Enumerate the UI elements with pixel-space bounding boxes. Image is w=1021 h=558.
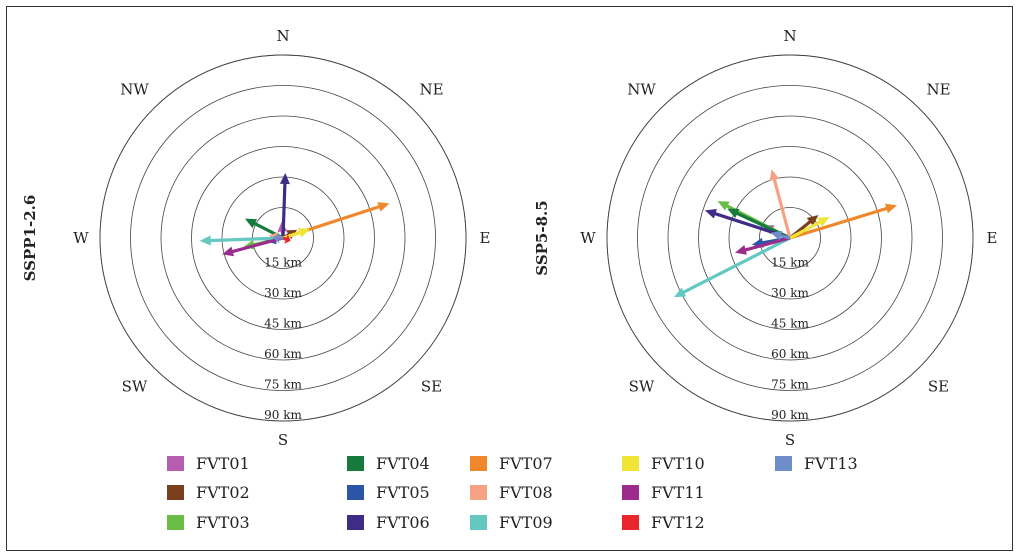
compass-label-w: W bbox=[580, 229, 596, 247]
range-ring bbox=[221, 176, 345, 300]
ring-label: 90 km bbox=[771, 408, 809, 422]
legend-swatch-fvt01 bbox=[167, 456, 184, 471]
outer-ring bbox=[99, 54, 467, 422]
range-ring bbox=[637, 85, 943, 391]
ring-label: 60 km bbox=[264, 347, 302, 361]
vector-fvt10-head bbox=[817, 216, 830, 227]
legend-label-fvt11: FVT11 bbox=[651, 483, 705, 502]
vector-fvt09-head bbox=[199, 235, 211, 246]
vector-fvt06 bbox=[281, 181, 287, 239]
legend-swatch-fvt02 bbox=[167, 485, 184, 500]
ring-label: 30 km bbox=[771, 286, 809, 300]
compass-label-nw: NW bbox=[120, 81, 149, 99]
legend-swatch-fvt03 bbox=[167, 515, 184, 530]
compass-label-se: SE bbox=[421, 377, 442, 395]
vector-fvt08 bbox=[772, 177, 792, 239]
vector-fvt09-head bbox=[674, 287, 687, 298]
compass-label-w: W bbox=[73, 229, 89, 247]
rose-panel-ssp5: 15 km 30 km 45 km 60 km 75 km 90 km N NE E SE S SW W… bbox=[533, 27, 997, 449]
ring-label: 45 km bbox=[264, 317, 302, 331]
vector-fvt11-head bbox=[222, 246, 235, 257]
vector-fvt10 bbox=[282, 230, 303, 240]
ring-label: 60 km bbox=[771, 347, 809, 361]
vector-fvt03-head bbox=[717, 201, 730, 211]
compass-label-s: S bbox=[785, 431, 795, 449]
legend-swatch-fvt11 bbox=[622, 485, 639, 500]
ring-label: 15 km bbox=[771, 256, 809, 270]
panel-label: SSP5-8.5 bbox=[533, 200, 551, 275]
compass-label-s: S bbox=[278, 431, 288, 449]
range-ring bbox=[191, 146, 375, 330]
panel-label: SSPP1-2.6 bbox=[21, 195, 39, 282]
legend-swatch-fvt09 bbox=[470, 515, 487, 530]
vector-fvt06-head bbox=[704, 208, 717, 219]
vector-fvt13-head bbox=[272, 233, 279, 243]
ring-label: 90 km bbox=[264, 408, 302, 422]
vector-fvt06-head bbox=[279, 172, 290, 185]
vector-fvt11-head bbox=[735, 245, 747, 255]
compass-label-nw: NW bbox=[627, 81, 656, 99]
ring-label: 45 km bbox=[771, 317, 809, 331]
vector-fvt10 bbox=[789, 219, 823, 240]
legend-swatch-fvt06 bbox=[347, 515, 364, 530]
vector-fvt11 bbox=[743, 236, 791, 253]
range-ring bbox=[160, 115, 406, 361]
legend-label-fvt05: FVT05 bbox=[376, 483, 430, 502]
compass-label-sw: SW bbox=[629, 377, 655, 395]
legend-label-fvt01: FVT01 bbox=[196, 454, 250, 473]
range-ring bbox=[130, 85, 436, 391]
legend-swatch-fvt05 bbox=[347, 485, 364, 500]
ring-label: 15 km bbox=[264, 256, 302, 270]
legend-label-fvt10: FVT10 bbox=[651, 454, 705, 473]
vector-fvt08-head bbox=[769, 169, 780, 182]
vector-fvt10-head bbox=[298, 227, 311, 238]
vector-fvt11 bbox=[230, 236, 284, 254]
range-ring bbox=[759, 207, 821, 269]
legend-label-fvt13: FVT13 bbox=[804, 454, 858, 473]
legend: FVT01 FVT02 FVT03 FVT04 FVT05 FVT06 FVT07 FVT08… bbox=[167, 454, 858, 532]
range-ring bbox=[728, 176, 852, 300]
legend-label-fvt06: FVT06 bbox=[376, 513, 430, 532]
legend-label-fvt03: FVT03 bbox=[196, 513, 250, 532]
legend-label-fvt02: FVT02 bbox=[196, 483, 250, 502]
vector-fvt07-head bbox=[884, 203, 897, 214]
compass-label-se: SE bbox=[928, 377, 949, 395]
compass-label-e: E bbox=[987, 229, 998, 247]
legend-swatch-fvt07 bbox=[470, 456, 487, 471]
range-ring bbox=[698, 146, 882, 330]
vector-fvt12-head bbox=[284, 234, 291, 244]
legend-label-fvt04: FVT04 bbox=[376, 454, 430, 473]
vector-fvt09 bbox=[681, 236, 791, 295]
vector-fvt07-head bbox=[377, 202, 390, 212]
legend-label-fvt09: FVT09 bbox=[499, 513, 553, 532]
vector-fvt04-head bbox=[727, 208, 740, 218]
compass-label-n: N bbox=[276, 27, 289, 45]
legend-swatch-fvt12 bbox=[622, 515, 639, 530]
vector-fvt09 bbox=[208, 236, 284, 243]
outer-ring bbox=[606, 54, 974, 422]
vector-fvt07 bbox=[789, 206, 889, 240]
legend-label-fvt08: FVT08 bbox=[499, 483, 553, 502]
compass-label-sw: SW bbox=[122, 377, 148, 395]
compass-label-ne: NE bbox=[926, 81, 950, 99]
range-ring bbox=[667, 115, 913, 361]
legend-swatch-fvt04 bbox=[347, 456, 364, 471]
legend-swatch-fvt08 bbox=[470, 485, 487, 500]
compass-label-n: N bbox=[783, 27, 796, 45]
compass-label-ne: NE bbox=[419, 81, 443, 99]
legend-label-fvt12: FVT12 bbox=[651, 513, 705, 532]
figure-frame: 15 km 30 km 45 km 60 km 75 km 90 km N NE E SE S SW W… bbox=[6, 6, 1013, 551]
rose-panel-ssp1: 15 km 30 km 45 km 60 km 75 km 90 km N NE E SE S SW W… bbox=[21, 27, 490, 449]
ring-label: 30 km bbox=[264, 286, 302, 300]
vector-fvt13-head bbox=[770, 230, 783, 241]
vector-fvt02-head bbox=[806, 214, 819, 226]
ring-label: 75 km bbox=[264, 378, 302, 392]
vector-fvt04-head bbox=[244, 218, 258, 229]
ring-label: 75 km bbox=[771, 378, 809, 392]
legend-swatch-fvt13 bbox=[775, 456, 792, 471]
legend-label-fvt07: FVT07 bbox=[499, 454, 553, 473]
legend-swatch-fvt10 bbox=[622, 456, 639, 471]
compass-label-e: E bbox=[480, 229, 491, 247]
